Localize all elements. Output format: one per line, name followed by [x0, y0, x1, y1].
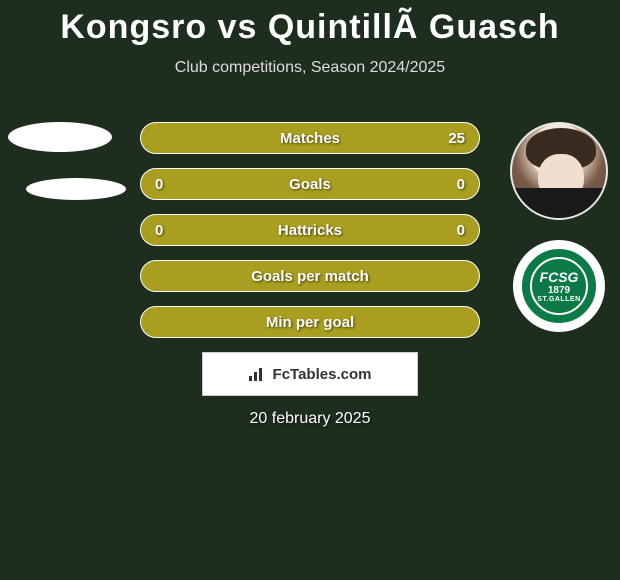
- stat-row-goals: 0 Goals 0: [140, 168, 480, 200]
- stat-row-matches: Matches 25: [140, 122, 480, 154]
- club-badge: FCSG 1879 ST.GALLEN: [513, 240, 605, 332]
- footer-brand-box: FcTables.com: [202, 352, 418, 396]
- stat-row-min-per-goal: Min per goal: [140, 306, 480, 338]
- left-avatar-column: [8, 122, 126, 226]
- stat-label: Matches: [185, 130, 435, 147]
- page-title: Kongsro vs QuintillÃ Guasch: [0, 0, 620, 47]
- stat-left-value: 0: [155, 222, 185, 239]
- left-avatar-placeholder-1: [8, 122, 112, 152]
- subtitle: Club competitions, Season 2024/2025: [0, 59, 620, 77]
- stat-label: Goals: [185, 176, 435, 193]
- bar-chart-icon: [249, 367, 267, 381]
- stat-right-value: 0: [435, 222, 465, 239]
- stat-label: Hattricks: [185, 222, 435, 239]
- left-avatar-placeholder-2: [26, 178, 126, 200]
- player-photo: [510, 122, 608, 220]
- right-avatar-column: FCSG 1879 ST.GALLEN: [510, 122, 608, 332]
- footer-brand-text: FcTables.com: [273, 366, 372, 383]
- stat-row-hattricks: 0 Hattricks 0: [140, 214, 480, 246]
- stat-row-goals-per-match: Goals per match: [140, 260, 480, 292]
- stat-rows-container: Matches 25 0 Goals 0 0 Hattricks 0 Goals…: [140, 122, 480, 338]
- stat-label: Min per goal: [185, 314, 435, 331]
- stat-right-value: 25: [435, 130, 465, 147]
- footer-date: 20 february 2025: [0, 410, 620, 428]
- stat-label: Goals per match: [185, 268, 435, 285]
- stat-right-value: 0: [435, 176, 465, 193]
- stat-left-value: 0: [155, 176, 185, 193]
